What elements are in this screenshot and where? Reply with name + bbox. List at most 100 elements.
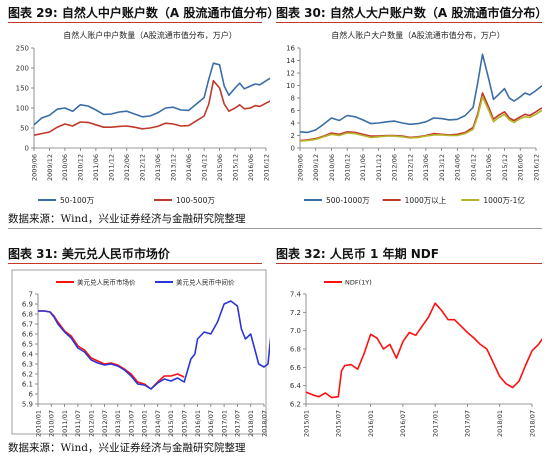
series-line [38, 310, 185, 390]
y-tick-label: 6.5 [22, 341, 33, 349]
x-tick-label: 2013/07 [127, 410, 135, 437]
x-tick-label: 2014/06 [185, 154, 193, 181]
x-tick-label: 2016/07 [399, 410, 407, 437]
y-tick-label: 16 [286, 45, 295, 53]
chart-title: 自然人账户大户数量（A股流通市值分布，万户） [331, 30, 504, 40]
x-tick-label: 2013/12 [170, 154, 178, 181]
y-tick-label: 4 [291, 120, 296, 128]
title-rule [276, 263, 542, 264]
x-tick-label: 2016/01 [367, 410, 375, 437]
series-line [299, 53, 542, 134]
figure-title-32: 图表 32: 人民币 1 年期 NDF [276, 245, 439, 262]
x-tick-label: 2015/06 [216, 154, 224, 181]
legend-label: 1000万以上 [405, 196, 447, 205]
x-tick-label: 2016/01 [194, 410, 202, 437]
x-tick-label: 2014/01 [141, 410, 149, 437]
legend-label: 100-500万 [176, 196, 215, 205]
x-tick-label: 2013/06 [154, 154, 162, 181]
x-tick-label: 2014/07 [154, 410, 162, 437]
y-tick-label: 7.2 [290, 309, 301, 317]
x-tick-label: 2016/06 [247, 154, 255, 181]
x-tick-label: 2012/12 [406, 154, 414, 181]
y-tick-label: 250 [16, 45, 29, 53]
x-tick-label: 2015/07 [181, 410, 189, 437]
x-tick-label: 2010/07 [48, 410, 56, 437]
chart-title: 自然人账户中户数量（A股流通市值分布，万户） [63, 30, 236, 40]
y-tick-label: 0 [25, 145, 29, 153]
y-tick-label: 6.2 [290, 401, 301, 409]
section-rule [8, 228, 542, 229]
x-tick-label: 2011/06 [359, 154, 367, 181]
y-tick-label: 6.8 [290, 346, 301, 354]
series-line [305, 302, 542, 399]
x-tick-label: 2012/06 [391, 154, 399, 181]
title-rule [8, 263, 262, 264]
x-tick-label: 2014/06 [454, 154, 462, 181]
y-tick-label: 6 [29, 391, 34, 399]
figure-title: 美元兑人民币市场价 [61, 247, 170, 261]
x-tick-label: 2009/06 [30, 154, 38, 181]
x-tick-label: 2012/07 [101, 410, 109, 437]
x-tick-label: 2009/06 [296, 154, 304, 181]
y-tick-label: 12 [286, 70, 295, 78]
x-tick-label: 2018/01 [247, 410, 255, 437]
x-tick-label: 2011/12 [108, 154, 116, 181]
x-tick-label: 2015/01 [167, 410, 175, 437]
x-tick-label: 2011/06 [92, 154, 100, 181]
series-line [299, 96, 542, 142]
y-tick-label: 6.1 [22, 381, 33, 389]
chart-frame [11, 269, 267, 435]
legend-label: 1000万-1亿 [483, 195, 525, 205]
figure-title: 自然人中户账户数（A 股流通市值分布） [61, 6, 280, 20]
figure-title: 自然人大户账户数（A 股流通市值分布） [329, 6, 548, 20]
y-tick-label: 7.4 [290, 291, 302, 299]
x-tick-label: 2011/01 [61, 410, 69, 437]
y-tick-label: 150 [16, 85, 29, 93]
x-tick-label: 2016/12 [532, 154, 540, 181]
x-tick-label: 2010/06 [61, 154, 69, 181]
x-tick-label: 2014/12 [469, 154, 477, 181]
y-tick-label: 6.6 [290, 364, 302, 372]
series-line [38, 300, 270, 390]
x-tick-label: 2011/12 [375, 154, 383, 181]
x-tick-label: 2011/07 [74, 410, 82, 437]
x-tick-label: 2015/06 [485, 154, 493, 181]
y-tick-label: 6.8 [22, 311, 33, 319]
x-tick-label: 2013/01 [114, 410, 122, 437]
figure-label: 图表 31: [8, 247, 58, 261]
chart-ndf: 6.2 6.4 6.6 6.8 7.0 7.2 7.4 2015/01 2015/07 2016/… [290, 279, 542, 437]
legend-label: 美元兑人民币市场价 [77, 278, 136, 287]
x-tick-label: 2018/01 [496, 410, 504, 437]
x-tick-label: 2010/01 [34, 410, 42, 437]
x-tick-label: 2013/12 [438, 154, 446, 181]
figure-title: 人民币 1 年期 NDF [329, 247, 439, 261]
x-tick-label: 2014/12 [200, 154, 208, 181]
chart-large-accounts: 自然人账户大户数量（A股流通市值分布，万户） 0 2 4 6 8 10 12 14 16 2009/… [286, 30, 542, 205]
legend-label: 50-100万 [60, 196, 95, 205]
x-tick-label: 2015/07 [335, 410, 343, 437]
x-tick-label: 2009/12 [312, 154, 320, 181]
x-tick-label: 2017/01 [431, 410, 439, 437]
legend-label: 美元兑人民币中间价 [176, 278, 235, 287]
series-line [33, 79, 270, 136]
x-tick-label: 2010/12 [344, 154, 352, 181]
figure-title-30: 图表 30: 自然人大户账户数（A 股流通市值分布） [276, 4, 547, 21]
source-note: 数据来源：Wind，兴业证券经济与金融研究院整理 [8, 442, 246, 454]
legend-label: NDF(1Y) [345, 279, 372, 287]
y-tick-label: 6.3 [22, 361, 33, 369]
x-tick-label: 2016/07 [207, 410, 215, 437]
y-tick-label: 5.9 [22, 401, 33, 409]
y-tick-label: 8 [291, 95, 295, 103]
figure-title-29: 图表 29: 自然人中户账户数（A 股流通市值分布） [8, 4, 279, 21]
x-tick-label: 2017/07 [464, 410, 472, 437]
y-tick-label: 7 [29, 291, 33, 299]
title-rule [276, 22, 542, 23]
figure-label: 图表 30: [276, 6, 326, 20]
series-line [33, 62, 270, 126]
figure-label: 图表 32: [276, 247, 326, 261]
figure-title-31: 图表 31: 美元兑人民币市场价 [8, 245, 170, 262]
x-tick-label: 2010/06 [328, 154, 336, 181]
y-tick-label: 6.6 [22, 331, 34, 339]
chart-usdcny: 5.9 6 6.1 6.2 6.3 6.4 6.5 6.6 6.7 6.8 6.9 7 2010/01 2… [11, 269, 270, 437]
y-tick-label: 0 [291, 145, 295, 153]
